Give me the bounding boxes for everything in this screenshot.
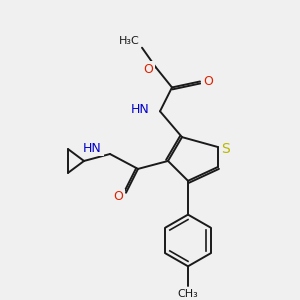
Text: S: S xyxy=(222,142,230,156)
Text: O: O xyxy=(203,75,213,88)
Text: HN: HN xyxy=(83,142,102,154)
Text: O: O xyxy=(143,63,153,76)
Text: CH₃: CH₃ xyxy=(178,289,198,299)
Text: HN: HN xyxy=(131,103,150,116)
Text: H₃C: H₃C xyxy=(119,36,140,46)
Text: O: O xyxy=(113,190,123,203)
